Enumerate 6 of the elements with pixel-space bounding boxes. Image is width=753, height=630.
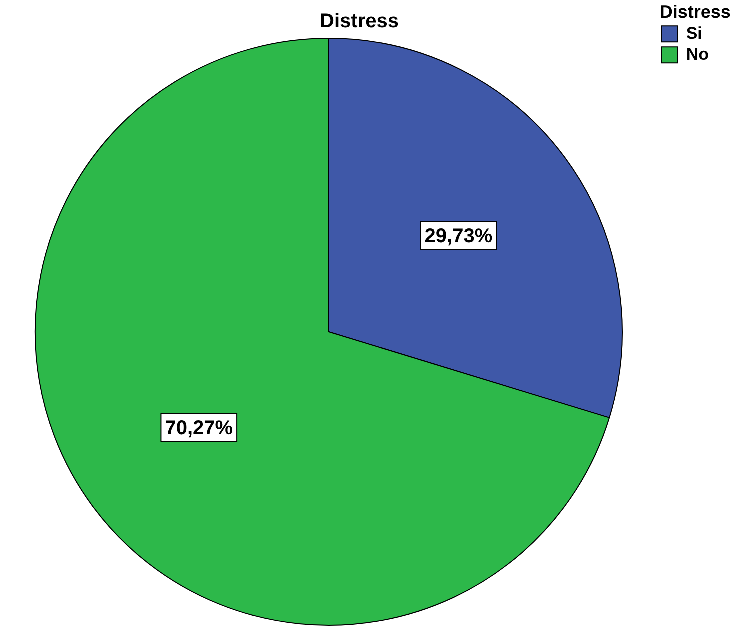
- legend-title: Distress: [660, 2, 731, 22]
- chart-title: Distress: [320, 10, 399, 33]
- data-label: 70,27%: [165, 418, 234, 440]
- legend-label: Si: [686, 24, 702, 43]
- legend-label: No: [686, 44, 710, 64]
- data-label: 29,73%: [424, 226, 493, 248]
